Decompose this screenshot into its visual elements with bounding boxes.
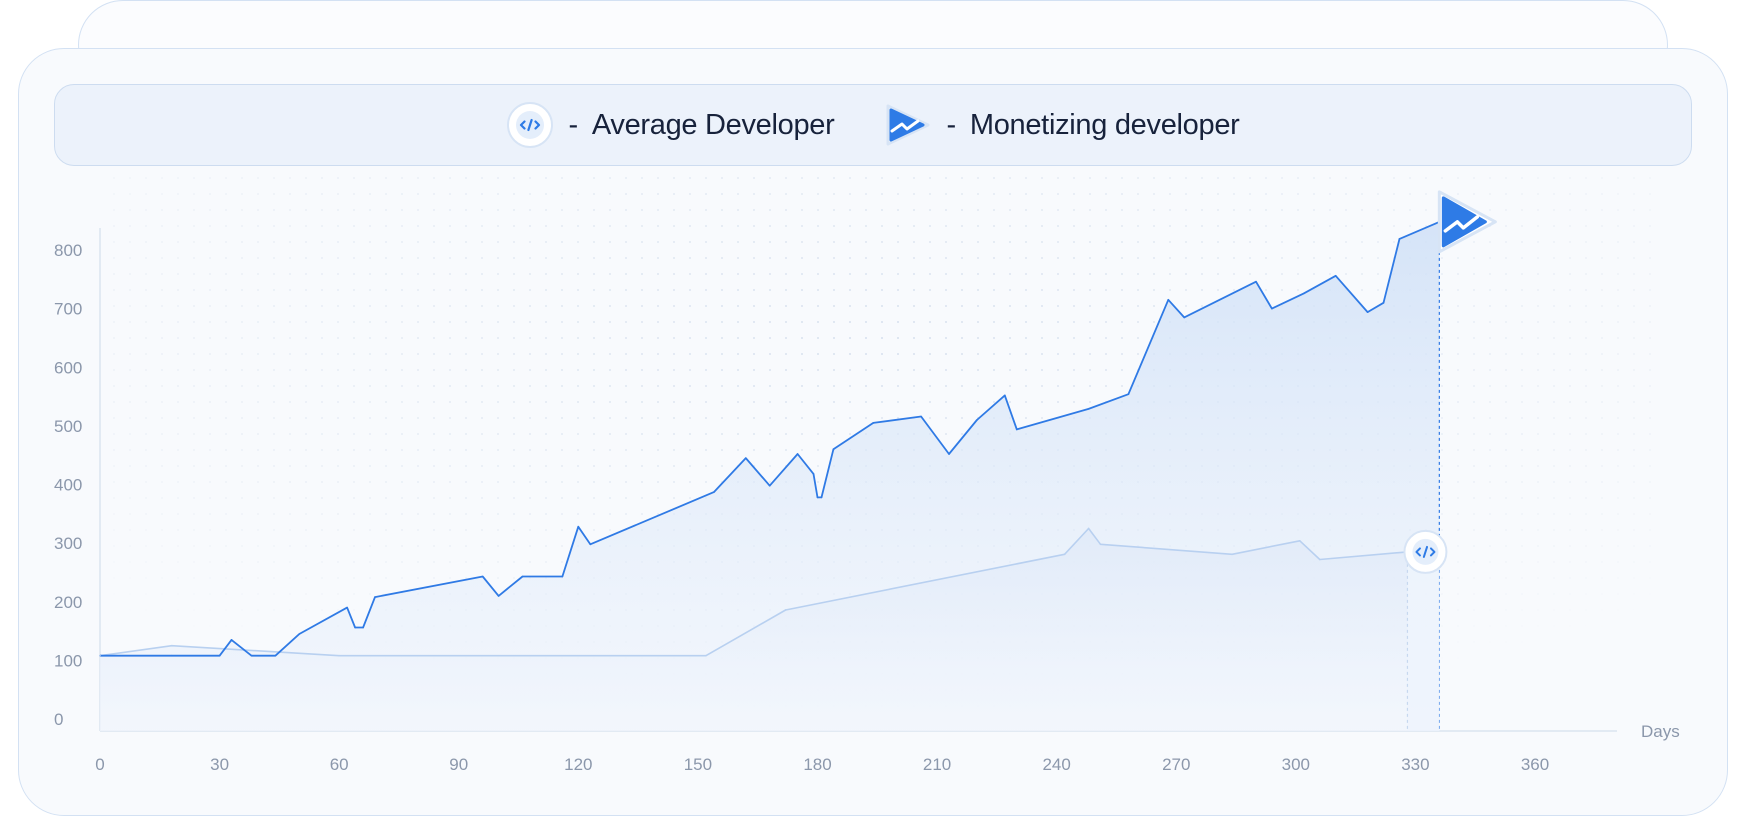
monetizing-point (820, 496, 823, 499)
monetizing-point (1271, 307, 1273, 310)
monetizing-point (374, 596, 376, 598)
legend-item-monetizing: - Monetizing developer (882, 100, 1240, 150)
monetizing-point (976, 419, 978, 421)
monetizing-point (768, 484, 771, 487)
monetizing-point (362, 626, 364, 629)
average-point (99, 654, 101, 657)
average-point (1299, 539, 1301, 542)
monetizing-point (812, 473, 815, 475)
average-point (1099, 543, 1102, 546)
monetizing-marker-fill (1441, 196, 1487, 248)
y-tick-label: 600 (54, 358, 82, 377)
x-tick-label: 30 (210, 755, 229, 774)
monetizing-point (796, 453, 799, 455)
average-point (784, 609, 787, 611)
monetizing-point (816, 496, 819, 499)
monetizing-point (920, 415, 922, 418)
x-tick-label: 180 (803, 755, 831, 774)
average-series-line (99, 527, 1408, 657)
monetizing-point (1255, 280, 1257, 283)
monetizing-point (1334, 274, 1337, 277)
code-brackets-icon (507, 102, 554, 148)
y-tick-label: 400 (54, 476, 82, 495)
x-tick-label: 360 (1521, 755, 1549, 774)
legend-label-monetizing: Monetizing developer (969, 108, 1240, 141)
end-markers (1403, 190, 1497, 731)
average-end-band (1407, 551, 1440, 731)
legend-label-average: Average Developer (591, 108, 835, 141)
monetizing-point (354, 626, 356, 629)
monetizing-point (872, 422, 875, 424)
plot-area: 0 100 200 300 400 500 600 700 800 0 30 60 90 120 150 18… (54, 221, 1680, 774)
average-point (1063, 553, 1066, 556)
monetizing-point (346, 606, 348, 609)
monetizing-point (298, 633, 301, 635)
x-tick-label: 150 (684, 755, 712, 774)
monetizing-point (1303, 292, 1305, 295)
y-tick-label: 300 (54, 534, 82, 553)
average-point (170, 644, 173, 647)
monetizing-marker-glyph (1443, 215, 1480, 233)
x-tick-label: 210 (923, 755, 951, 774)
monetizing-point (948, 453, 950, 455)
average-point (1231, 553, 1233, 556)
x-axis-label: Days (1641, 722, 1680, 741)
legend-separator: - (946, 108, 956, 141)
monetizing-point (561, 575, 564, 578)
monetizing-point (481, 575, 484, 578)
average-area (100, 528, 1408, 731)
monetizing-point (1398, 238, 1401, 240)
play-trend-icon (886, 104, 930, 146)
monetizing-point (577, 525, 580, 528)
x-tick-label: 240 (1042, 755, 1070, 774)
monetizing-point (521, 575, 524, 578)
code-brackets-icon (1403, 529, 1448, 574)
average-point (338, 654, 340, 657)
x-tick-label: 300 (1282, 755, 1310, 774)
monetizing-point (744, 457, 747, 459)
x-tick-label: 270 (1162, 755, 1190, 774)
y-tick-label: 0 (54, 710, 63, 729)
legend: - Average Developer - Monetizing develop… (54, 84, 1692, 166)
monetizing-point (170, 654, 173, 657)
monetizing-point (1183, 316, 1186, 319)
y-tick-label: 700 (54, 300, 82, 319)
monetizing-point (1016, 428, 1018, 431)
x-tick-label: 120 (564, 755, 592, 774)
y-tick-label: 200 (54, 593, 82, 612)
y-tick-label: 800 (54, 241, 82, 260)
x-tick-label: 0 (95, 755, 104, 774)
monetizing-point (218, 654, 221, 657)
monetizing-point (1087, 408, 1090, 410)
x-tick-label: 90 (449, 755, 468, 774)
play-trend-icon (1437, 190, 1497, 254)
x-tick-label: 330 (1401, 755, 1429, 774)
average-point (705, 654, 707, 657)
monetizing-point (832, 448, 835, 451)
x-tick-label: 60 (330, 755, 349, 774)
average-marker-glyph (1415, 545, 1436, 558)
monetizing-point (1127, 393, 1130, 396)
monetizing-point (230, 639, 233, 641)
monetizing-point (1167, 299, 1170, 301)
monetizing-point (1004, 394, 1006, 397)
legend-separator: - (568, 108, 578, 141)
y-tick-label: 500 (54, 417, 82, 436)
monetizing-point (713, 491, 715, 493)
monetizing-point (589, 543, 592, 546)
average-point (1318, 558, 1321, 561)
legend-item-average: - Average Developer (506, 101, 835, 149)
monetizing-point (250, 654, 253, 657)
y-tick-label: 100 (54, 651, 82, 670)
average-point (1087, 527, 1090, 530)
monetizing-point (274, 654, 277, 657)
monetizing-point (1382, 301, 1385, 304)
monetizing-point (497, 595, 500, 597)
monetizing-point (1366, 311, 1369, 313)
